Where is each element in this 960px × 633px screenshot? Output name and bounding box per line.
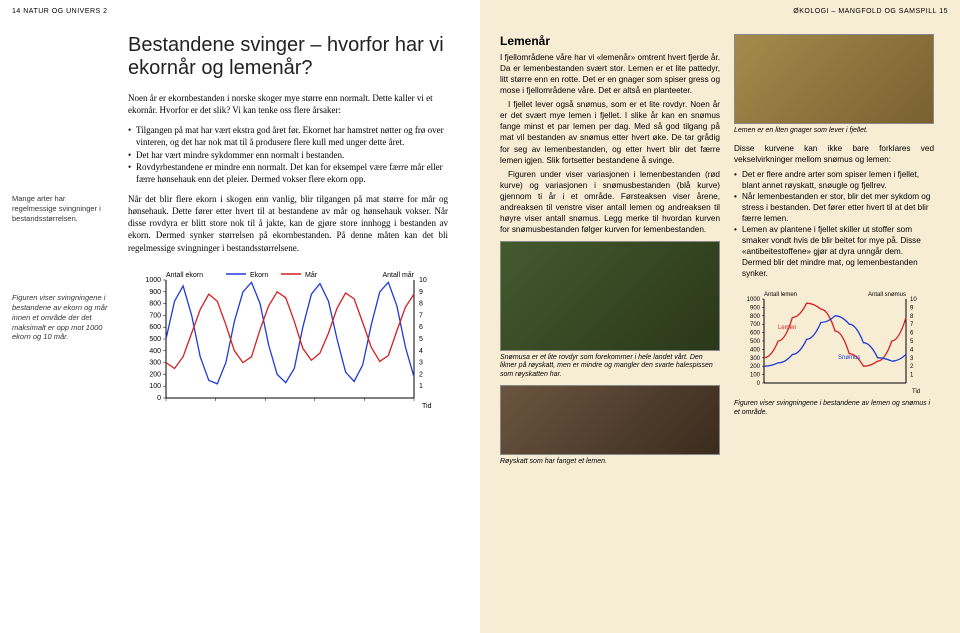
svg-text:9: 9 bbox=[419, 288, 423, 295]
svg-text:200: 200 bbox=[750, 364, 761, 370]
svg-text:Lemen: Lemen bbox=[778, 325, 796, 331]
svg-text:Antall ekorn: Antall ekorn bbox=[166, 272, 203, 279]
right-page: ØKOLOGI – MANGFOLD OG SAMSPILL 15 Lemenå… bbox=[480, 0, 960, 633]
royskatt-photo bbox=[500, 385, 720, 455]
svg-text:9: 9 bbox=[910, 306, 914, 312]
main-column: Bestandene svinger – hvorfor har vi ekor… bbox=[128, 34, 448, 416]
image-caption: Snømusa er et lite rovdyr som forekommer… bbox=[500, 354, 720, 379]
svg-text:5: 5 bbox=[419, 336, 423, 343]
ekorn-mar-chart: 0 100 200 300 400 500 600 700 800 900 1000 1 2 3 4 5 6 7 8… bbox=[128, 266, 448, 416]
right-column-a: Lemenår I fjellområdene våre har vi «lem… bbox=[500, 34, 720, 467]
svg-text:6: 6 bbox=[419, 324, 423, 331]
svg-text:Antall mår: Antall mår bbox=[382, 271, 414, 279]
svg-text:100: 100 bbox=[750, 373, 761, 379]
svg-text:400: 400 bbox=[750, 348, 761, 354]
right-column-b: Lemen er en liten gnager som lever i fje… bbox=[734, 34, 934, 467]
running-head-left: 14 NATUR OG UNIVERS 2 bbox=[12, 8, 108, 15]
list-item: Når lemenbestanden er stor, blir det mer… bbox=[734, 191, 934, 224]
chart-caption: Figuren viser svingningene i bestandene … bbox=[734, 400, 934, 417]
list-item: Det er flere andre arter som spiser leme… bbox=[734, 169, 934, 191]
svg-text:800: 800 bbox=[149, 300, 161, 307]
svg-text:700: 700 bbox=[149, 312, 161, 319]
svg-text:8: 8 bbox=[419, 300, 423, 307]
svg-text:600: 600 bbox=[149, 324, 161, 331]
chart-svg: 0 100 200 300 400 500 600 700 800 900 1000 1 2 3 4 5 6 7 8… bbox=[734, 287, 934, 397]
svg-text:1000: 1000 bbox=[145, 277, 161, 284]
svg-text:Tid: Tid bbox=[912, 389, 920, 395]
body-paragraph: Når det blir flere ekorn i skogen enn va… bbox=[128, 193, 448, 254]
svg-text:800: 800 bbox=[750, 314, 761, 320]
list-item: Det har vært mindre sykdommer enn normal… bbox=[128, 149, 448, 161]
svg-text:300: 300 bbox=[149, 359, 161, 366]
image-caption: Lemen er en liten gnager som lever i fje… bbox=[734, 127, 934, 135]
lead-paragraph: Noen år er ekornbestanden i norske skoge… bbox=[128, 92, 448, 116]
body-text: I fjellområdene våre har vi «lemenår» om… bbox=[500, 52, 720, 235]
section-title: Lemenår bbox=[500, 34, 720, 48]
page-spread: 14 NATUR OG UNIVERS 2 Mange arter har re… bbox=[0, 0, 960, 633]
left-page: 14 NATUR OG UNIVERS 2 Mange arter har re… bbox=[0, 0, 480, 633]
svg-text:Mår: Mår bbox=[305, 271, 318, 279]
svg-text:8: 8 bbox=[910, 314, 914, 320]
svg-text:Antall lemen: Antall lemen bbox=[764, 292, 797, 298]
running-head-right: ØKOLOGI – MANGFOLD OG SAMSPILL 15 bbox=[793, 8, 948, 15]
chart-svg: 0 100 200 300 400 500 600 700 800 900 1000 1 2 3 4 5 6 7 8… bbox=[128, 266, 448, 416]
svg-text:100: 100 bbox=[149, 383, 161, 390]
svg-text:Antall snømus: Antall snømus bbox=[868, 292, 906, 298]
svg-text:Snømus: Snømus bbox=[838, 355, 860, 361]
svg-text:Ekorn: Ekorn bbox=[250, 272, 268, 279]
svg-text:3: 3 bbox=[419, 359, 423, 366]
svg-text:900: 900 bbox=[750, 306, 761, 312]
svg-text:0: 0 bbox=[157, 395, 161, 402]
image-caption: Røyskatt som har fanget et lemen. bbox=[500, 458, 720, 466]
margin-note-2: Figuren viser svingningene i bestandene … bbox=[12, 293, 112, 342]
body-text: Disse kurvene kan ikke bare forklares ve… bbox=[734, 143, 934, 165]
list-item: Lemen av plantene i fjellet skiller ut s… bbox=[734, 224, 934, 279]
list-item: Tilgangen på mat har vært ekstra god åre… bbox=[128, 124, 448, 148]
paragraph: I fjellområdene våre har vi «lemenår» om… bbox=[500, 52, 720, 96]
snomus-photo bbox=[500, 241, 720, 351]
svg-text:5: 5 bbox=[910, 339, 914, 345]
svg-text:1000: 1000 bbox=[747, 297, 761, 303]
svg-text:200: 200 bbox=[149, 371, 161, 378]
svg-text:6: 6 bbox=[910, 331, 914, 337]
paragraph: I fjellet lever også snømus, som er et l… bbox=[500, 99, 720, 165]
svg-text:1: 1 bbox=[910, 373, 914, 379]
svg-text:400: 400 bbox=[149, 347, 161, 354]
svg-text:4: 4 bbox=[419, 347, 423, 354]
lemen-photo bbox=[734, 34, 934, 124]
list-item: Rovdyrbestandene er mindre enn normalt. … bbox=[128, 161, 448, 185]
svg-text:300: 300 bbox=[750, 356, 761, 362]
svg-text:2: 2 bbox=[419, 371, 423, 378]
article-title: Bestandene svinger – hvorfor har vi ekor… bbox=[128, 34, 448, 80]
paragraph: Disse kurvene kan ikke bare forklares ve… bbox=[734, 143, 934, 165]
svg-text:500: 500 bbox=[750, 339, 761, 345]
reasons-list: Tilgangen på mat har vært ekstra god åre… bbox=[128, 124, 448, 185]
svg-text:7: 7 bbox=[910, 322, 914, 328]
svg-text:900: 900 bbox=[149, 288, 161, 295]
margin-note-1: Mange arter har regelmessige svingninger… bbox=[12, 194, 112, 223]
svg-text:3: 3 bbox=[910, 356, 914, 362]
svg-text:1: 1 bbox=[419, 383, 423, 390]
svg-text:2: 2 bbox=[910, 364, 914, 370]
margin-column: Mange arter har regelmessige svingninger… bbox=[12, 34, 112, 416]
svg-text:500: 500 bbox=[149, 336, 161, 343]
svg-text:600: 600 bbox=[750, 331, 761, 337]
svg-text:4: 4 bbox=[910, 348, 914, 354]
svg-text:10: 10 bbox=[910, 297, 917, 303]
paragraph: Figuren under viser variasjonen i lemenb… bbox=[500, 169, 720, 235]
svg-text:7: 7 bbox=[419, 312, 423, 319]
svg-text:Tid: Tid bbox=[422, 403, 432, 410]
svg-text:700: 700 bbox=[750, 322, 761, 328]
explanation-list: Det er flere andre arter som spiser leme… bbox=[734, 169, 934, 280]
svg-text:10: 10 bbox=[419, 277, 427, 284]
lemen-snomus-chart: 0 100 200 300 400 500 600 700 800 900 1000 1 2 3 4 5 6 7 8… bbox=[734, 287, 934, 397]
svg-text:0: 0 bbox=[757, 381, 761, 387]
